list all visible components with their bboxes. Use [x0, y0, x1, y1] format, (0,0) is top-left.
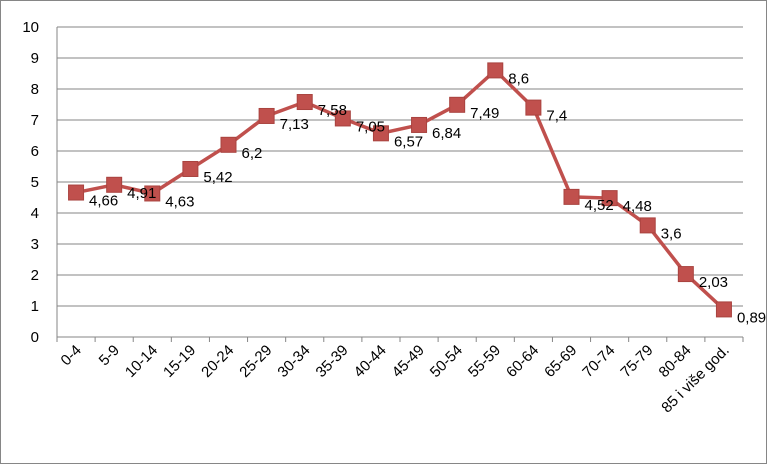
x-tick-label: 70-74 [579, 342, 618, 381]
x-tick-label: 5-9 [96, 342, 123, 369]
data-point [487, 62, 504, 79]
data-point [106, 176, 123, 193]
x-tick-label: 60-64 [503, 342, 542, 381]
data-label: 7,4 [546, 108, 567, 125]
x-tick-label: 50-54 [427, 342, 466, 381]
data-label: 6,2 [242, 145, 263, 162]
x-tick-label: 10-14 [122, 342, 161, 381]
x-tick-label: 15-19 [160, 342, 199, 381]
data-point [258, 107, 275, 124]
y-tick-label: 0 [31, 329, 39, 346]
data-label: 7,49 [470, 105, 499, 122]
data-label: 6,57 [394, 133, 423, 150]
x-tick-labels: 0-4 5-910-1415-1920-2425-2930-3435-3940-4… [58, 342, 733, 417]
y-tick-label: 6 [31, 143, 39, 160]
data-label: 4,91 [127, 185, 156, 202]
data-label: 3,6 [661, 225, 682, 242]
series-line [75, 68, 726, 311]
y-tick-labels: 0 1 2 3 4 5 6 7 8 9 10 [22, 19, 39, 346]
data-point [449, 96, 466, 113]
data-point [296, 94, 313, 111]
axes [56, 27, 744, 342]
x-tick-label: 35-39 [313, 342, 352, 381]
data-label: 4,48 [623, 198, 652, 215]
y-tick-label: 1 [31, 298, 39, 315]
y-tick-label: 7 [31, 112, 39, 129]
x-tick-label: 0-4 [58, 342, 85, 369]
data-point [639, 217, 656, 234]
y-tick-label: 3 [31, 236, 39, 253]
y-tick-label: 9 [31, 50, 39, 67]
data-label: 2,03 [699, 274, 728, 291]
data-label: 7,05 [356, 118, 385, 135]
data-label: 4,52 [585, 197, 614, 214]
y-tick-label: 10 [22, 19, 39, 36]
data-label: 6,84 [432, 125, 461, 142]
x-tick-label: 55-59 [465, 342, 504, 381]
data-point [525, 99, 542, 116]
x-tick-label: 85 i više god. [658, 342, 733, 417]
data-label: 8,6 [508, 70, 529, 87]
data-label: 5,42 [203, 169, 232, 186]
data-point [182, 160, 199, 177]
x-tick-label: 65-69 [541, 342, 580, 381]
data-point [68, 184, 85, 201]
x-tick-label: 45-49 [389, 342, 428, 381]
data-point [563, 188, 580, 205]
data-point [677, 266, 694, 283]
data-label: 4,66 [89, 193, 118, 210]
data-point [144, 185, 161, 202]
y-tick-label: 2 [31, 267, 39, 284]
data-point [372, 125, 389, 142]
data-point [220, 136, 237, 153]
data-label: 7,13 [280, 116, 309, 133]
data-label: 4,63 [165, 193, 194, 210]
data-label: 7,58 [318, 102, 347, 119]
data-point [715, 301, 732, 318]
gridlines [57, 26, 743, 307]
x-tick-label: 30-34 [274, 342, 313, 381]
x-tick-label: 40-44 [351, 342, 390, 381]
x-tick-label: 20-24 [198, 342, 237, 381]
data-markers [68, 62, 732, 318]
x-tick-label: 75-79 [617, 342, 656, 381]
data-labels: 4,66 4,91 4,63 5,42 6,2 7,13 7,58 7,05 6,57 6,84 7… [89, 70, 766, 326]
y-tick-label: 4 [31, 205, 39, 222]
data-point [411, 116, 428, 133]
data-point [601, 190, 618, 207]
data-point [334, 110, 351, 127]
series-line-layer [75, 68, 726, 311]
y-tick-label: 5 [31, 174, 39, 191]
x-tick-label: 25-29 [236, 342, 275, 381]
y-tick-label: 8 [31, 81, 39, 98]
data-label: 0,89 [737, 309, 766, 326]
